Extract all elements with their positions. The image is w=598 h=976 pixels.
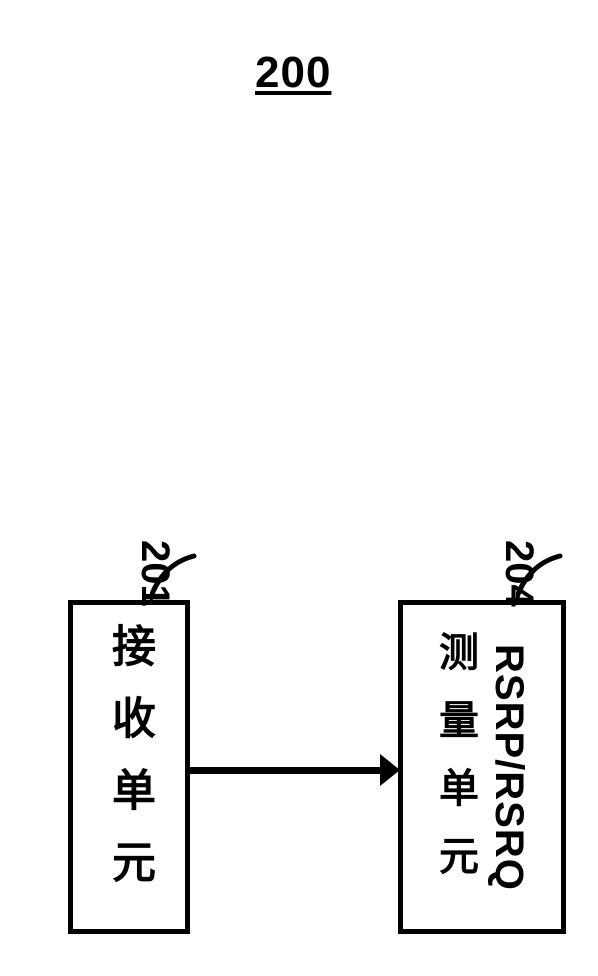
block2-line2: 测量单元: [435, 631, 475, 903]
block-rsrp-rsrq-unit: RSRP/RSRQ 测量单元: [398, 600, 566, 934]
arrow-head-icon: [380, 754, 400, 786]
block-receiver-unit-label: 接收单元: [107, 623, 151, 911]
ref-number-201: 201: [132, 540, 177, 607]
figure-number: 200: [255, 48, 331, 98]
diagram-canvas: 200 接收单元 201 RSRP/RSRQ 测量单元 204: [0, 0, 598, 976]
ref-number-204: 204: [496, 540, 541, 607]
arrow-shaft: [190, 767, 382, 774]
block2-line1: RSRP/RSRQ: [489, 644, 529, 891]
block-rsrp-rsrq-unit-label: RSRP/RSRQ 测量单元: [435, 631, 529, 903]
block-receiver-unit: 接收单元: [68, 600, 190, 934]
